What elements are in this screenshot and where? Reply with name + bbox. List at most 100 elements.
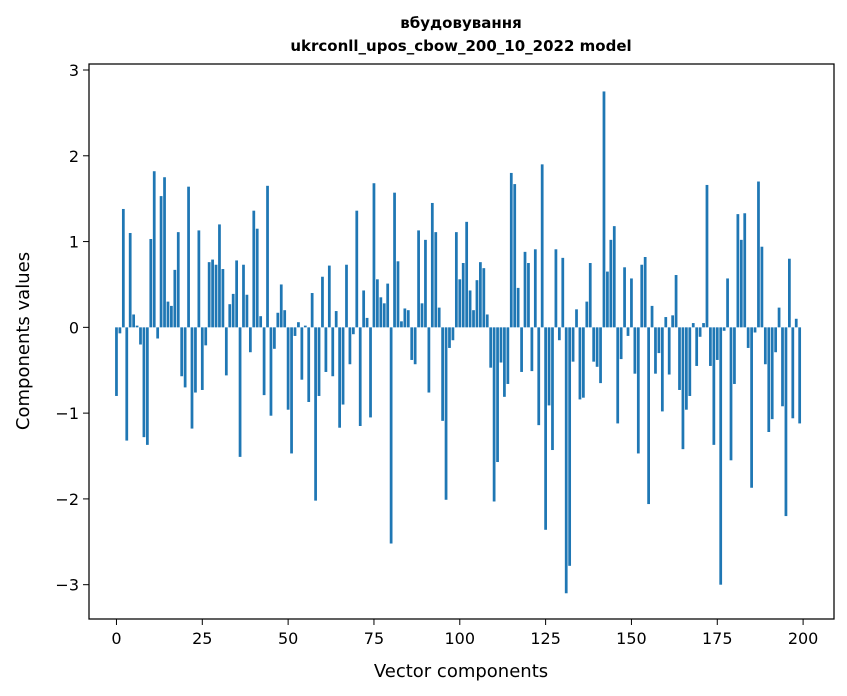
bar-40 xyxy=(252,210,256,328)
bar-75 xyxy=(372,183,376,328)
bar-52 xyxy=(293,327,297,336)
bar-89 xyxy=(420,303,424,328)
bar-153 xyxy=(640,264,644,328)
bar-61 xyxy=(324,327,328,372)
bar-14 xyxy=(163,177,166,328)
x-tick-label: 200 xyxy=(788,629,819,648)
bar-134 xyxy=(575,309,578,328)
bar-77 xyxy=(379,297,383,328)
bar-37 xyxy=(242,264,245,328)
bar-85 xyxy=(406,310,410,328)
bar-171 xyxy=(702,323,705,328)
bar-53 xyxy=(297,322,300,328)
bar-123 xyxy=(537,327,541,426)
bar-139 xyxy=(592,327,596,362)
bar-159 xyxy=(660,327,664,412)
bar-107 xyxy=(482,268,486,328)
bar-94 xyxy=(437,307,441,328)
bar-92 xyxy=(430,202,434,328)
bar-42 xyxy=(259,316,263,328)
bar-54 xyxy=(300,327,304,380)
y-tick-label: −2 xyxy=(55,490,79,509)
bar-143 xyxy=(606,271,609,328)
bar-189 xyxy=(763,327,767,365)
bar-137 xyxy=(585,301,589,328)
bar-172 xyxy=(705,184,709,328)
bar-116 xyxy=(513,184,517,328)
bar-87 xyxy=(413,327,417,365)
bar-79 xyxy=(386,283,390,328)
bar-135 xyxy=(578,327,582,400)
bar-194 xyxy=(781,327,784,407)
bar-80 xyxy=(389,327,393,544)
bar-131 xyxy=(564,327,568,594)
bar-57 xyxy=(310,293,314,328)
bar-158 xyxy=(657,327,661,354)
bar-142 xyxy=(602,91,606,328)
bar-195 xyxy=(784,327,788,517)
bar-178 xyxy=(726,278,729,328)
bar-110 xyxy=(492,327,496,502)
bar-16 xyxy=(170,305,173,328)
bar-95 xyxy=(441,327,444,421)
x-axis-ticks: 0 25 50 75 100 125 150 175 200 xyxy=(111,619,818,648)
bar-67 xyxy=(345,264,348,328)
bar-162 xyxy=(671,315,675,328)
bar-112 xyxy=(499,327,503,363)
bar-63 xyxy=(331,327,335,377)
bar-2 xyxy=(121,208,125,328)
bar-108 xyxy=(485,314,489,328)
bar-12 xyxy=(156,327,160,339)
bar-72 xyxy=(362,290,366,328)
bar-199 xyxy=(798,327,802,424)
bar-152 xyxy=(636,327,640,454)
bar-100 xyxy=(458,279,462,328)
bar-39 xyxy=(248,327,252,353)
bar-163 xyxy=(674,275,678,328)
bar-27 xyxy=(207,262,211,328)
bar-175 xyxy=(715,327,719,360)
bar-45 xyxy=(269,327,273,416)
bar-28 xyxy=(211,259,214,328)
bar-105 xyxy=(475,280,479,328)
bar-73 xyxy=(365,317,369,328)
bar-43 xyxy=(262,327,266,396)
bar-6 xyxy=(135,325,139,328)
bar-84 xyxy=(403,308,407,328)
bar-113 xyxy=(503,327,506,397)
bar-128 xyxy=(554,249,558,328)
y-tick-label: 3 xyxy=(69,61,79,80)
bar-173 xyxy=(709,327,712,366)
bar-181 xyxy=(736,214,740,328)
bar-109 xyxy=(489,327,493,368)
bar-183 xyxy=(743,213,747,328)
bar-11 xyxy=(152,171,156,328)
bar-38 xyxy=(245,294,249,328)
bar-102 xyxy=(465,221,469,328)
bar-148 xyxy=(623,267,626,328)
bar-41 xyxy=(255,228,259,328)
x-tick-label: 150 xyxy=(616,629,647,648)
bar-193 xyxy=(777,307,781,328)
bar-133 xyxy=(571,327,575,362)
bar-111 xyxy=(496,327,499,463)
bar-8 xyxy=(142,327,146,438)
bar-157 xyxy=(654,327,657,374)
bar-160 xyxy=(664,317,668,328)
bar-51 xyxy=(290,327,293,454)
bar-64 xyxy=(334,311,338,328)
bar-58 xyxy=(314,327,317,501)
bar-179 xyxy=(729,327,733,461)
bar-32 xyxy=(224,327,228,376)
bar-24 xyxy=(197,230,201,328)
bar-46 xyxy=(273,327,276,349)
x-tick-label: 175 xyxy=(702,629,733,648)
bar-59 xyxy=(317,327,321,396)
bar-126 xyxy=(547,327,551,406)
bar-174 xyxy=(712,327,716,445)
bar-18 xyxy=(176,232,180,328)
y-tick-label: 2 xyxy=(69,147,79,166)
bar-169 xyxy=(695,327,699,366)
bar-19 xyxy=(180,327,184,377)
